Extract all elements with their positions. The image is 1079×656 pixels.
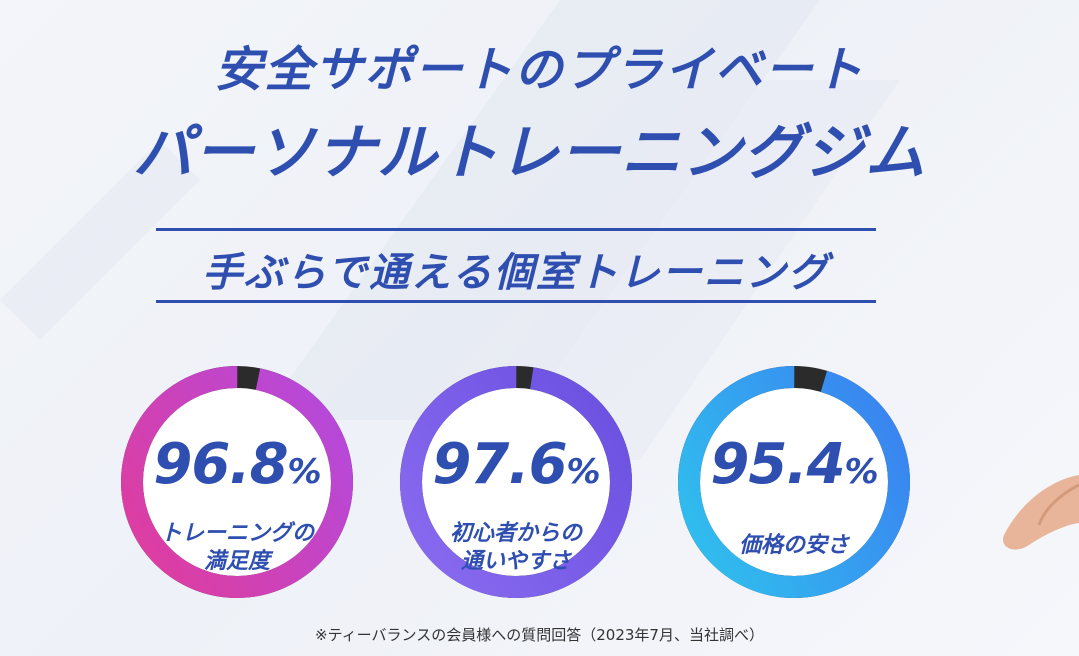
stat-value: 97.6% bbox=[432, 432, 600, 497]
title-line-1: 安全サポートのプライベート bbox=[214, 42, 865, 98]
stat-ring-beginner-ease: 97.6% 初心者からの 通いやすさ bbox=[396, 362, 636, 602]
title-line-2: パーソナルトレーニングジム bbox=[133, 118, 926, 188]
hand-image bbox=[1003, 475, 1079, 550]
stat-ring-price: 95.4% 価格の安さ bbox=[674, 362, 914, 602]
ring-graphic bbox=[120, 366, 353, 598]
stat-label: 初心者からの 通いやすさ bbox=[449, 521, 582, 574]
stat-label: 価格の安さ bbox=[738, 533, 849, 558]
stat-value: 96.8% bbox=[153, 432, 321, 497]
stat-ring-satisfaction: 96.8% トレーニングの 満足度 bbox=[117, 362, 357, 602]
subtitle-bottom-rule bbox=[156, 300, 876, 303]
ring-fill bbox=[120, 366, 353, 598]
ring-graphic bbox=[400, 365, 632, 598]
stat-value: 95.4% bbox=[710, 432, 878, 497]
footnote: ※ティーバランスの会員様への質問回答（2023年7月、当社調べ） bbox=[315, 626, 764, 644]
subtitle-top-rule bbox=[156, 228, 876, 231]
subtitle: 手ぶらで通える個室トレーニング bbox=[202, 250, 830, 296]
stat-label: トレーニングの 満足度 bbox=[159, 521, 314, 574]
ring-graphic bbox=[678, 366, 910, 598]
